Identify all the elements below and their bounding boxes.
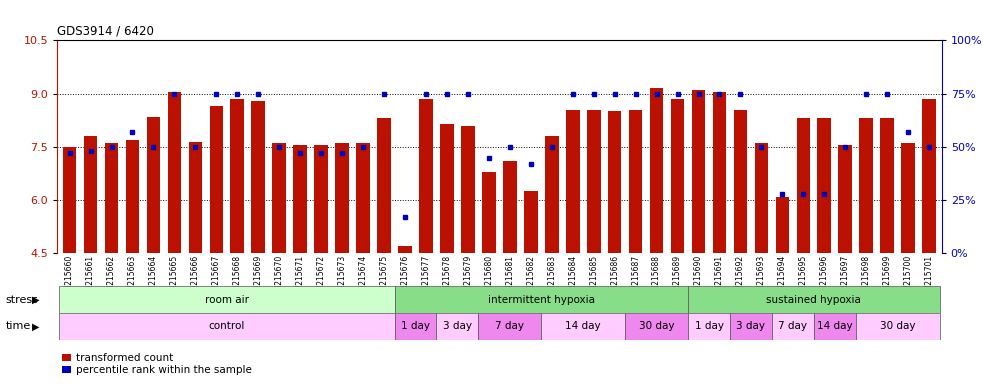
Bar (252, 101, 265, 253)
Text: 30 day: 30 day (880, 321, 915, 331)
Bar (881, 119, 894, 253)
Bar (755, 143, 769, 253)
Bar (566, 109, 580, 253)
Bar (63, 147, 77, 253)
Text: 14 day: 14 day (565, 321, 601, 331)
Bar (818, 119, 831, 253)
Bar (859, 119, 873, 253)
Bar (482, 172, 495, 253)
Text: intermittent hypoxia: intermittent hypoxia (488, 295, 595, 305)
Bar (772, 313, 814, 340)
Bar (730, 313, 772, 340)
Bar (440, 124, 454, 253)
Bar (688, 286, 940, 313)
Bar (189, 142, 202, 253)
Bar (479, 313, 542, 340)
Text: 14 day: 14 day (817, 321, 852, 331)
Bar (398, 247, 412, 253)
Bar (335, 143, 349, 253)
Text: time: time (6, 321, 31, 331)
Bar (796, 119, 810, 253)
Text: room air: room air (204, 295, 249, 305)
Text: 7 day: 7 day (779, 321, 807, 331)
Bar (377, 119, 391, 253)
Text: 7 day: 7 day (495, 321, 524, 331)
Bar (713, 92, 726, 253)
Bar (901, 143, 915, 253)
Bar (146, 117, 160, 253)
Bar (394, 286, 688, 313)
Bar (394, 313, 436, 340)
Bar (59, 313, 394, 340)
Bar (230, 99, 244, 253)
Bar (461, 126, 475, 253)
Text: stress: stress (6, 295, 38, 305)
Bar (272, 143, 286, 253)
Bar (587, 109, 601, 253)
Bar (838, 145, 852, 253)
Bar (419, 99, 433, 253)
Bar (670, 99, 684, 253)
Bar (692, 90, 706, 253)
Bar (167, 92, 181, 253)
Text: 1 day: 1 day (401, 321, 430, 331)
Bar (209, 106, 223, 253)
Bar (542, 313, 625, 340)
Bar (650, 88, 664, 253)
Bar (105, 143, 118, 253)
Bar (814, 313, 856, 340)
Bar (524, 191, 538, 253)
Bar (922, 99, 936, 253)
Bar (629, 109, 643, 253)
Text: 3 day: 3 day (736, 321, 766, 331)
Text: sustained hypoxia: sustained hypoxia (767, 295, 861, 305)
Bar (733, 109, 747, 253)
Bar (436, 313, 479, 340)
Text: ▶: ▶ (32, 321, 40, 331)
Text: 30 day: 30 day (639, 321, 674, 331)
Bar (59, 286, 394, 313)
Text: 1 day: 1 day (695, 321, 723, 331)
Bar (84, 136, 97, 253)
Bar (776, 197, 789, 253)
Bar (126, 140, 140, 253)
Bar (356, 143, 370, 253)
Bar (625, 313, 688, 340)
Bar (503, 161, 517, 253)
Bar (545, 136, 558, 253)
Text: 3 day: 3 day (443, 321, 472, 331)
Legend: transformed count, percentile rank within the sample: transformed count, percentile rank withi… (62, 353, 252, 375)
Bar (315, 145, 328, 253)
Text: ▶: ▶ (32, 295, 40, 305)
Bar (607, 111, 621, 253)
Text: GDS3914 / 6420: GDS3914 / 6420 (57, 25, 154, 38)
Text: control: control (208, 321, 245, 331)
Bar (293, 145, 307, 253)
Bar (856, 313, 940, 340)
Bar (688, 313, 730, 340)
